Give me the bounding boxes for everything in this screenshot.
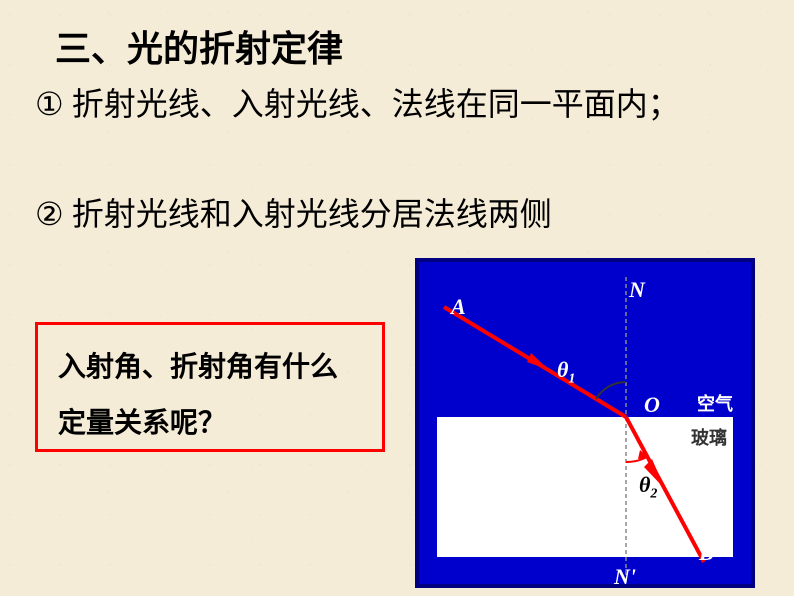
label-N: N [629,277,645,303]
label-O: O [644,392,660,418]
incident-arrow [527,353,549,370]
label-glass: 玻璃 [691,424,727,450]
label-A: A [451,294,466,320]
question-box: 入射角、折射角有什么定量关系呢？ [35,322,385,452]
theta1-arc [596,382,626,399]
point2-text: 折射光线和入射光线分居法线两侧 [64,196,552,232]
refraction-diagram: N A θ1 O 空气 玻璃 θ2 B N' [415,258,755,588]
label-Nprime: N' [614,564,636,590]
label-B: B [699,540,714,566]
marker-1: ① [35,80,64,128]
label-theta1: θ1 [557,357,575,387]
section-title: 三、光的折射定律 [55,20,343,72]
label-air: 空气 [697,390,733,416]
marker-2: ② [35,190,64,238]
law-point-2: ② 折射光线和入射光线分居法线两侧 [35,190,755,238]
point1-text: 折射光线、入射光线、法线在同一平面内； [64,86,680,122]
law-point-1: ① 折射光线、入射光线、法线在同一平面内； [35,80,755,128]
label-theta2: θ2 [639,472,657,502]
